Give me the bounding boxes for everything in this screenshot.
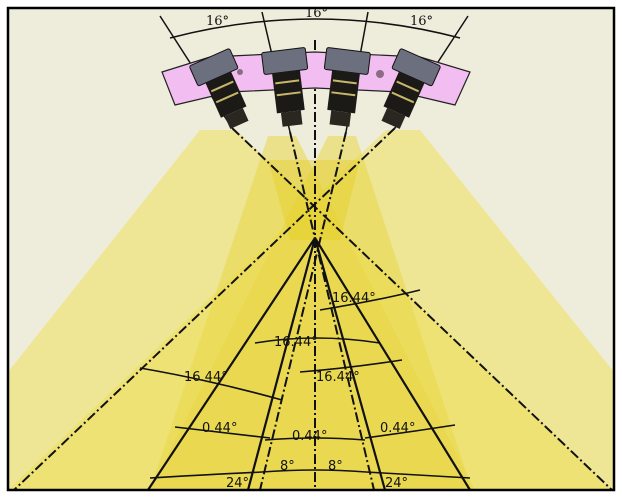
bottom-angle-label-3: 8° (328, 459, 343, 474)
overlap-angle-label-center: 0.44° (292, 429, 327, 444)
camera-3-lens (330, 110, 352, 126)
beam-angle-label-left: 16.44° (184, 370, 228, 385)
top-angle-label-1: 16° (206, 14, 229, 29)
camera-2-lens (281, 110, 303, 126)
beam-angle-label-right: 16.44° (316, 370, 360, 385)
camera-2-face (261, 47, 307, 74)
top-angle-label-3: 16° (410, 14, 433, 29)
beam-angle-label-upper-center: 16.44° (274, 335, 318, 350)
camera-3-face (324, 47, 370, 74)
beam-angle-label-upper-right: 16.44° (332, 291, 376, 306)
overlap-angle-label-right: 0.44° (380, 421, 415, 436)
bottom-angle-label-2: 8° (280, 459, 295, 474)
overlap-angle-label-left: 0.44° (202, 421, 237, 436)
